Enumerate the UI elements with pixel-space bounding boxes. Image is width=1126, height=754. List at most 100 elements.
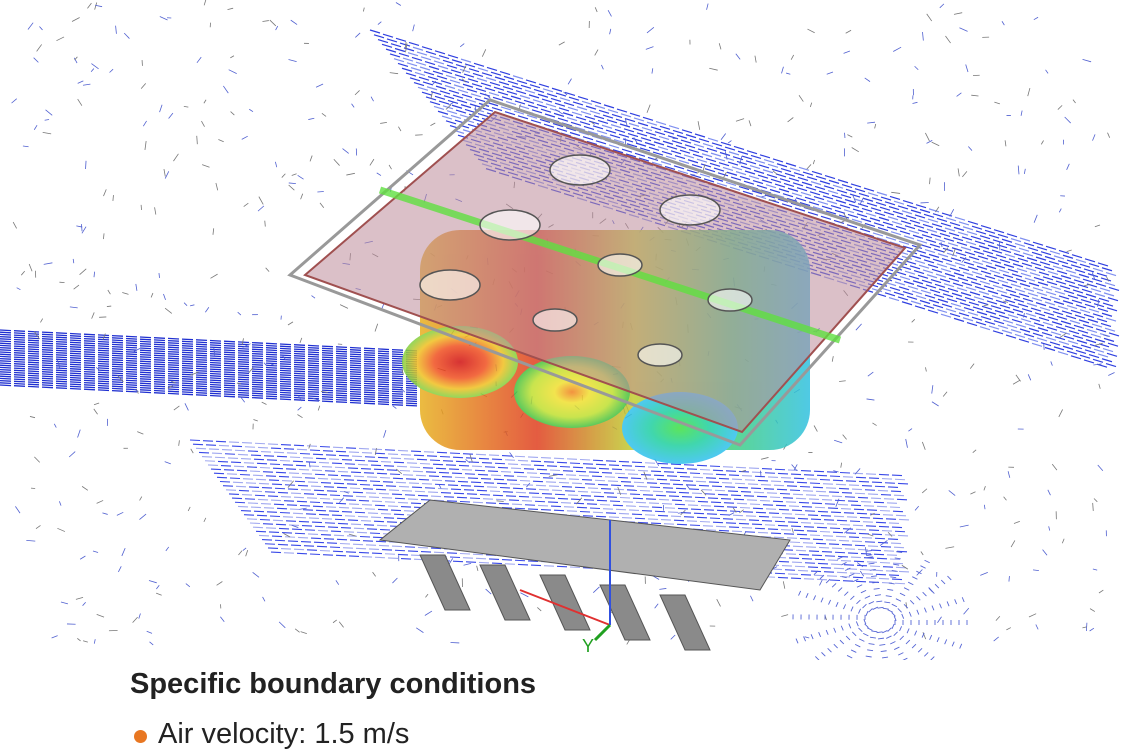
flow-vector	[856, 581, 866, 582]
flow-vector	[259, 535, 269, 536]
flow-vector	[300, 454, 310, 455]
flow-vector	[238, 382, 249, 383]
flow-vector	[388, 558, 398, 559]
flow-vector	[762, 469, 772, 470]
flow-vector	[266, 374, 277, 375]
flow-vector	[867, 510, 877, 511]
flow-vector	[778, 473, 788, 474]
flow-vector	[544, 566, 554, 567]
flow-vector	[364, 388, 375, 389]
flow-vector	[56, 383, 67, 384]
flow-vector	[266, 372, 277, 373]
flow-vector	[94, 403, 99, 405]
flow-vector	[91, 69, 94, 72]
flow-vector	[736, 119, 744, 122]
flow-vector	[252, 395, 263, 396]
flow-vector	[1069, 331, 1079, 334]
flow-vector	[252, 362, 263, 363]
flow-vector	[873, 607, 878, 609]
flow-vector	[274, 452, 284, 453]
flow-vector	[166, 547, 169, 551]
flow-vector	[858, 549, 868, 550]
page: Y Specific boundary conditions Air veloc…	[0, 0, 1126, 754]
flow-vector	[916, 596, 920, 600]
flow-vector	[1093, 359, 1103, 362]
flow-vector	[545, 114, 555, 117]
flow-vector	[112, 362, 123, 363]
flow-vector	[331, 479, 341, 480]
bullet-item: Air velocity: 1.5 m/s	[130, 718, 409, 751]
flow-vector	[1030, 318, 1040, 321]
flow-vector	[701, 490, 706, 495]
flow-vector	[469, 69, 479, 72]
flow-vector	[673, 130, 683, 133]
flow-vector	[294, 358, 305, 359]
flow-vector	[253, 572, 259, 577]
flow-vector	[378, 509, 388, 510]
flow-vector	[856, 477, 866, 478]
flow-vector	[886, 596, 892, 597]
flow-vector	[1083, 279, 1093, 282]
flow-vector	[687, 521, 697, 522]
flow-vector	[350, 374, 361, 375]
flow-vector	[339, 622, 343, 628]
flow-vector	[418, 87, 428, 90]
flow-vector	[622, 149, 632, 152]
flow-vector	[893, 563, 903, 564]
flow-vector	[765, 525, 775, 526]
flow-vector	[14, 381, 25, 382]
flow-vector	[835, 500, 845, 501]
flow-vector	[710, 518, 720, 519]
flow-vector	[728, 141, 731, 144]
flow-vector	[336, 375, 347, 376]
flow-vector	[284, 501, 294, 502]
flow-vector	[261, 452, 271, 453]
flow-vector	[909, 612, 911, 617]
flow-vector	[82, 486, 88, 490]
flow-vector	[764, 160, 774, 163]
flow-vector	[809, 551, 819, 552]
flow-vector	[216, 441, 226, 442]
flow-vector	[729, 475, 739, 476]
flow-vector	[776, 174, 786, 177]
flow-vector	[378, 40, 388, 43]
flow-vector	[196, 349, 207, 350]
flow-vector	[728, 162, 738, 165]
bullet-list: Air velocity: 1.5 m/s	[130, 718, 409, 751]
flow-vector	[1094, 349, 1104, 352]
flow-vector	[669, 496, 679, 497]
flow-vector	[238, 364, 249, 365]
flow-vector	[575, 487, 585, 488]
flow-vector	[703, 526, 713, 527]
flow-vector	[750, 504, 760, 505]
flow-vector	[252, 343, 263, 344]
flow-vector	[378, 360, 389, 361]
flow-vector	[252, 356, 263, 357]
flow-vector	[98, 364, 109, 365]
flow-vector	[365, 509, 375, 510]
flow-vector	[1020, 284, 1030, 287]
flow-vector	[168, 369, 179, 370]
flow-vector	[671, 635, 675, 639]
flow-vector	[168, 347, 179, 348]
flow-vector	[496, 499, 506, 500]
flow-vector	[154, 391, 165, 392]
flow-vector	[649, 503, 659, 504]
flow-vector	[511, 468, 521, 469]
flow-vector	[140, 361, 151, 362]
flow-vector	[1003, 320, 1013, 323]
flow-vector	[526, 80, 536, 83]
flow-vector	[252, 369, 263, 370]
flow-vector	[989, 235, 999, 238]
flow-vector	[406, 401, 417, 402]
flow-vector	[424, 452, 434, 453]
flow-vector	[322, 388, 333, 389]
flow-vector	[951, 258, 961, 261]
flow-vector	[308, 367, 319, 368]
flow-vector	[874, 588, 880, 589]
flow-vector	[471, 94, 481, 97]
flow-vector	[0, 365, 11, 366]
flow-vector	[252, 382, 263, 383]
flow-vector	[942, 259, 952, 262]
flow-vector	[397, 466, 407, 467]
